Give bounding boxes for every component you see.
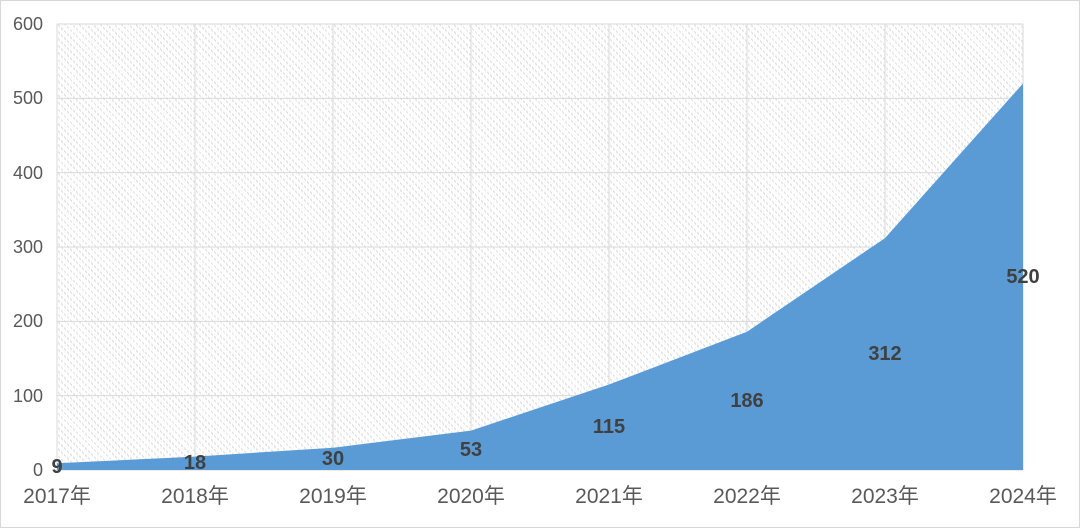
area-series — [57, 83, 1023, 470]
